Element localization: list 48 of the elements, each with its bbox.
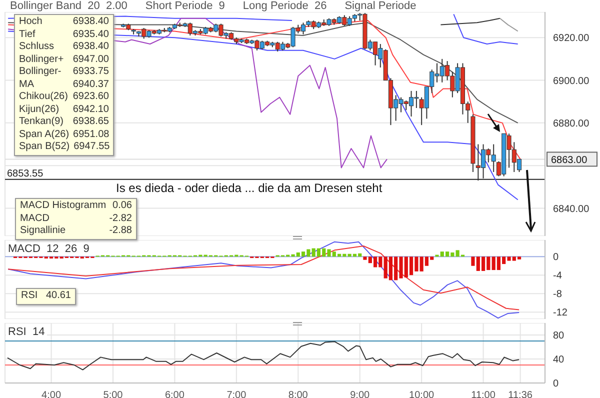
text: Signal Periode (342, 0, 418, 12)
text: Long Periode 26 (240, 0, 329, 12)
info-box: MACD Histogramm 0.06 MACD -2.82 Signallinie -2.88 (15, 198, 137, 240)
x-tick-label: 6:00 (164, 390, 185, 398)
y-tick-label: -8 (553, 289, 562, 300)
y-tick-label: 6920.00 (553, 33, 590, 44)
info-box: RSI 40.61 (16, 288, 76, 304)
annotation: Bollinger+ 6947.00 (19, 54, 109, 66)
ref-line-label: 6863.00 (551, 155, 588, 166)
text: Short Periode 9 (143, 0, 227, 12)
x-tick-label: 4:00 (42, 390, 62, 398)
text: Tief 6935.40 (19, 28, 109, 40)
y-tick-label: 6900.00 (553, 76, 590, 87)
y-tick-label: 40 (553, 354, 565, 366)
y-tick-label: 6880.00 (553, 118, 590, 130)
y-tick-label: 6840.00 (553, 204, 590, 215)
x-tick-label: 10:00 (409, 390, 435, 398)
annotation: Chikou(26) 6923.60 (19, 91, 109, 104)
line-series (440, 18, 500, 26)
annotation: RSI 40.61 (21, 290, 71, 302)
x-tick-label: 11:36 (508, 390, 533, 398)
text: Bollinger Band 20 2.00 (8, 0, 130, 12)
line-series (8, 246, 520, 310)
text: MA 6940.37 (19, 78, 109, 90)
annotation: Is es dieda - oder dieda ... die da am Dresen steht (116, 181, 382, 195)
y-tick-label: 0 (553, 252, 559, 264)
line-series (8, 241, 520, 319)
x-tick-label: 5:00 (103, 390, 124, 398)
y-tick-label: 80 (553, 330, 565, 342)
text: Hoch 6938.40 (19, 16, 109, 27)
x-tick-label: 7:00 (226, 390, 247, 398)
line-series (6, 341, 520, 370)
chart-title: MACD 12 26 9 (6, 243, 92, 255)
y-tick-label: -4 (553, 270, 562, 282)
annotation: Bollinger- 6933.75 (19, 66, 109, 78)
annotation: MACD Histogramm 0.06 (20, 200, 132, 212)
x-tick-label: 8:00 (288, 390, 308, 398)
chart-title: RSI 14 (6, 326, 47, 338)
ref-line-label: 6853.55 (7, 168, 44, 180)
y-tick-label: -12 (553, 308, 568, 319)
text: Kijun(26) 6942.10 (19, 104, 109, 114)
x-tick-label: 11:00 (471, 390, 496, 398)
x-tick-label: 9:00 (350, 390, 370, 398)
y-tick-label: 0 (553, 378, 559, 390)
text: Schluss 6938.40 (19, 41, 109, 52)
annotation: Tenkan(9) 6938.65 (19, 116, 109, 128)
annotation: Span B(52) 6947.55 (19, 141, 110, 154)
annotation: Span A(26) 6951.08 (19, 128, 110, 141)
